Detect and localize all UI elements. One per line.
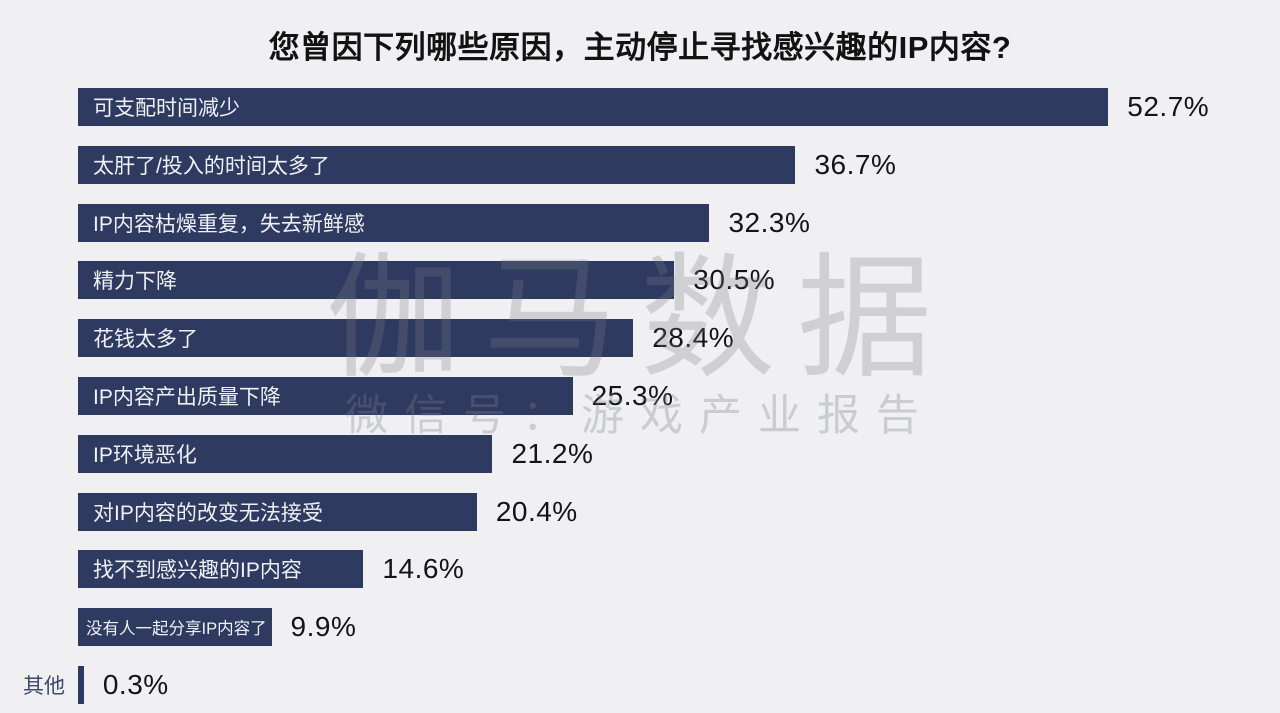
value-label: 28.4% xyxy=(652,322,735,354)
category-label-inside: 可支配时间减少 xyxy=(93,97,240,120)
bar-row: 可支配时间减少 52.7% xyxy=(0,88,1280,126)
bar-row: 精力下降 30.5% xyxy=(0,261,1280,300)
bar: 花钱太多了 xyxy=(78,319,634,358)
value-label: 0.3% xyxy=(102,668,169,700)
value-label: 32.3% xyxy=(728,206,811,238)
value-label: 21.2% xyxy=(511,437,594,469)
bar-row: IP内容产出质量下降 25.3% xyxy=(0,376,1280,415)
category-label-inside: 对IP内容的改变无法接受 xyxy=(93,501,323,525)
chart-title: 您曾因下列哪些原因，主动停止寻找感兴趣的IP内容? xyxy=(268,30,1012,65)
bar: IP内容枯燥重复，失去新鲜感 xyxy=(78,203,710,242)
bar-row: 花钱太多了 28.4% xyxy=(0,319,1280,358)
value-label: 9.9% xyxy=(290,611,357,643)
bar: 没有人一起分享IP内容了 xyxy=(78,608,272,647)
bar xyxy=(78,665,84,704)
bar: 精力下降 xyxy=(78,261,675,300)
bar-row: 没有人一起分享IP内容了 9.9% xyxy=(0,608,1280,647)
category-label-inside: 没有人一起分享IP内容了 xyxy=(86,620,267,639)
value-label: 52.7% xyxy=(1127,91,1210,122)
bar: 可支配时间减少 xyxy=(78,88,1109,126)
category-label-inside: IP环境恶化 xyxy=(93,443,197,467)
bar-row: 太肝了/投入的时间太多了 36.7% xyxy=(0,145,1280,184)
bar-row: IP环境恶化 21.2% xyxy=(0,434,1280,473)
value-label: 25.3% xyxy=(591,379,674,411)
bar: 太肝了/投入的时间太多了 xyxy=(78,145,796,184)
bar: IP环境恶化 xyxy=(78,434,493,473)
bar-row: 对IP内容的改变无法接受 20.4% xyxy=(0,492,1280,531)
value-label: 14.6% xyxy=(382,553,465,585)
bar: IP内容产出质量下降 xyxy=(78,376,573,415)
category-label-inside: IP内容产出质量下降 xyxy=(93,385,281,409)
category-label-inside: 花钱太多了 xyxy=(93,328,198,352)
category-label-inside: IP内容枯燥重复，失去新鲜感 xyxy=(93,212,365,236)
value-label: 20.4% xyxy=(495,495,578,527)
bar-row: 其他 0.3% xyxy=(0,665,1280,704)
bar-row: 找不到感兴趣的IP内容 14.6% xyxy=(0,550,1280,589)
category-label-inside: 找不到感兴趣的IP内容 xyxy=(93,559,302,583)
bar: 找不到感兴趣的IP内容 xyxy=(78,550,364,589)
bar-row: IP内容枯燥重复，失去新鲜感 32.3% xyxy=(0,203,1280,242)
category-label-inside: 太肝了/投入的时间太多了 xyxy=(93,154,330,178)
category-label-inside: 精力下降 xyxy=(93,270,177,294)
category-label-outside: 其他 xyxy=(23,674,65,698)
value-label: 30.5% xyxy=(693,264,776,296)
value-label: 36.7% xyxy=(814,148,897,180)
category-label-gutter: 其他 xyxy=(0,670,78,700)
bar-chart: 可支配时间减少 52.7% 太肝了/投入的时间太多了 36.7% IP内容枯燥重复，失去… xyxy=(0,88,1280,704)
bar: 对IP内容的改变无法接受 xyxy=(78,492,477,531)
